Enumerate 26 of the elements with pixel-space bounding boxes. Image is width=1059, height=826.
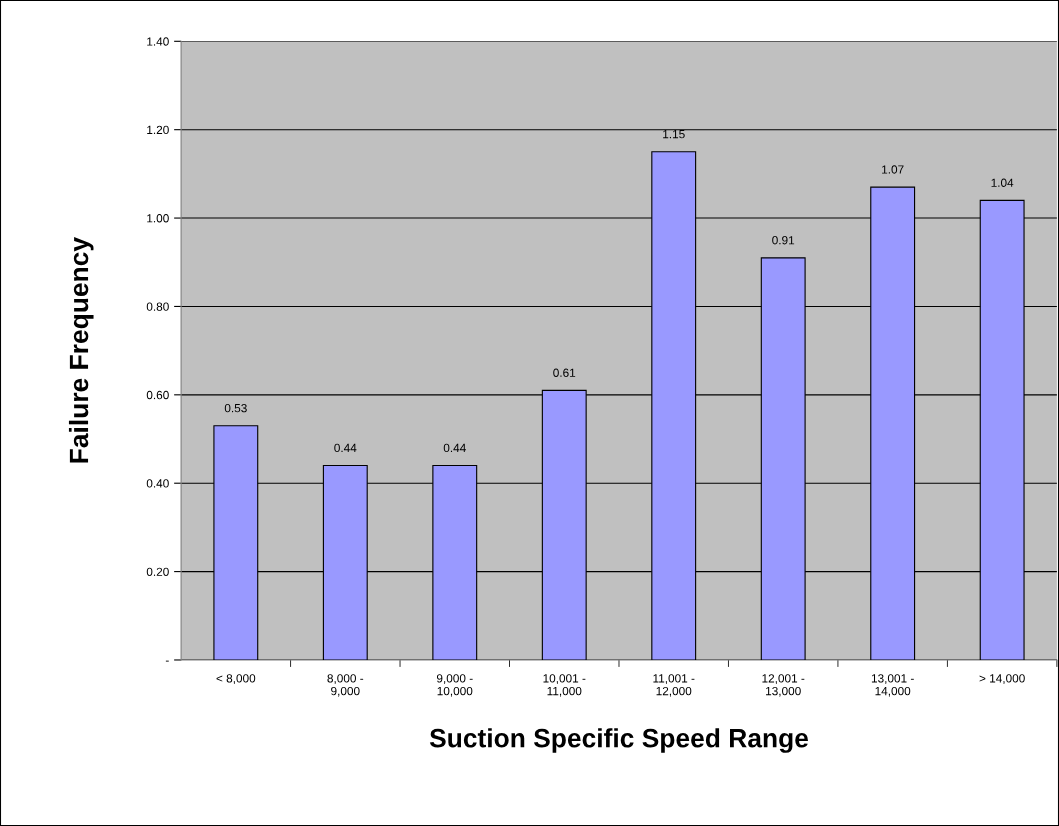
y-tick-label: 0.80 [146, 302, 169, 311]
data-label: 0.61 [553, 368, 576, 377]
x-tick-label: 8,000 - 9,000 [327, 674, 364, 697]
y-tick-label: 0.40 [146, 479, 169, 488]
x-tick-label: 12,001 - 13,000 [762, 674, 805, 697]
x-tick-label: 10,001 - 11,000 [543, 674, 586, 697]
y-tick-label: - [165, 660, 169, 662]
y-tick-label: 0.60 [146, 390, 169, 400]
x-tick-label: < 8,000 [216, 674, 256, 684]
data-label: 0.53 [224, 403, 247, 413]
y-tick-label: 1.40 [147, 37, 169, 46]
x-tick-label: 11,001 - 12,000 [653, 674, 695, 697]
x-tick-label: 13,001 - 14,000 [871, 674, 914, 697]
y-tick-label: 1.20 [147, 125, 169, 135]
data-label: 0.91 [772, 236, 795, 245]
y-axis-title: Failure Frequency [68, 237, 94, 463]
data-label: 0.44 [334, 443, 357, 453]
x-tick-label: > 14,000 [979, 674, 1025, 684]
data-label: 1.15 [663, 130, 685, 139]
x-tick-label: 9,000 - 10,000 [436, 674, 473, 697]
data-label: 0.44 [443, 443, 466, 453]
x-axis-title: Suction Specific Speed Range [429, 728, 808, 753]
data-label: 1.04 [991, 178, 1014, 187]
y-tick-label: 1.00 [147, 214, 169, 223]
data-label: 1.07 [882, 165, 904, 174]
y-tick-label: 0.20 [146, 567, 169, 576]
